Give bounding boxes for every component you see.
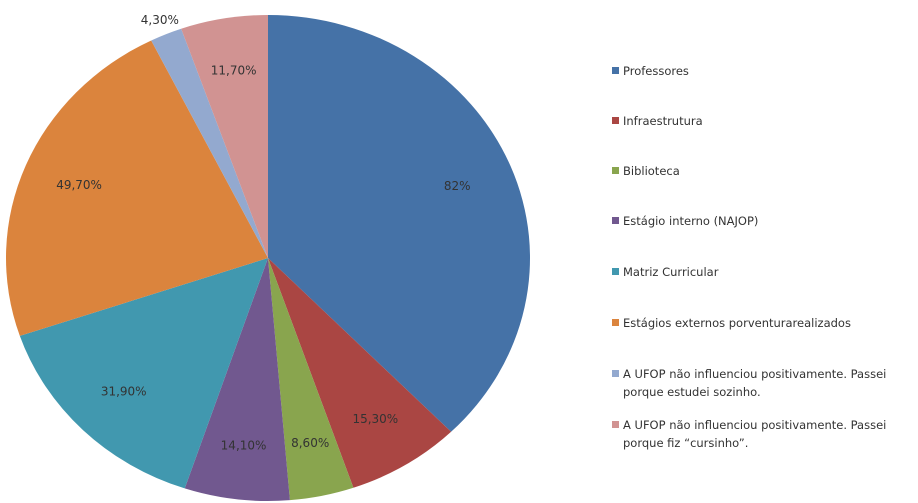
data-label: 11,70% [211, 64, 257, 78]
legend-swatch [612, 319, 619, 326]
data-label: 8,60% [291, 436, 329, 450]
legend-swatch [612, 217, 619, 224]
pie-slice [268, 258, 452, 488]
legend-swatch [612, 370, 619, 377]
legend-item: Infraestrutura [612, 112, 918, 130]
legend-label: A UFOP não influenciou positivamente. Pa… [623, 367, 887, 399]
legend-item: Estágio interno (NAJOP) [612, 212, 918, 230]
pie-slice [268, 258, 354, 501]
pie-slice [19, 258, 268, 489]
pie-slice [181, 15, 268, 258]
legend-item: Biblioteca [612, 162, 918, 180]
legend-item: Estágios externos porventurarealizados [612, 314, 918, 332]
pie-slice [268, 15, 530, 432]
legend-label: Biblioteca [623, 164, 680, 178]
legend-item: A UFOP não influenciou positivamente. Pa… [612, 416, 918, 452]
data-label: 14,10% [221, 439, 267, 453]
legend-swatch [612, 67, 619, 74]
pie-slice [5, 40, 268, 336]
legend-item: A UFOP não influenciou positivamente. Pa… [612, 365, 918, 401]
legend-item: Professores [612, 62, 918, 80]
legend-label: Estágio interno (NAJOP) [623, 214, 759, 228]
data-label: 82% [444, 179, 471, 193]
legend-label: A UFOP não influenciou positivamente. Pa… [623, 418, 887, 450]
legend-label: Professores [623, 64, 689, 78]
data-label: 49,70% [56, 178, 102, 192]
data-label: 31,90% [101, 385, 147, 399]
legend-item: Matriz Curricular [612, 263, 918, 281]
legend-swatch [612, 167, 619, 174]
legend-swatch [612, 268, 619, 275]
legend-swatch [612, 117, 619, 124]
data-label: 15,30% [352, 412, 398, 426]
data-label: 4,30% [141, 13, 179, 27]
legend-label: Infraestrutura [623, 114, 703, 128]
legend-label: Matriz Curricular [623, 265, 719, 279]
legend-swatch [612, 421, 619, 428]
pie-slice [151, 28, 268, 259]
legend-label: Estágios externos porventurarealizados [623, 316, 851, 330]
pie-slice [184, 258, 290, 501]
